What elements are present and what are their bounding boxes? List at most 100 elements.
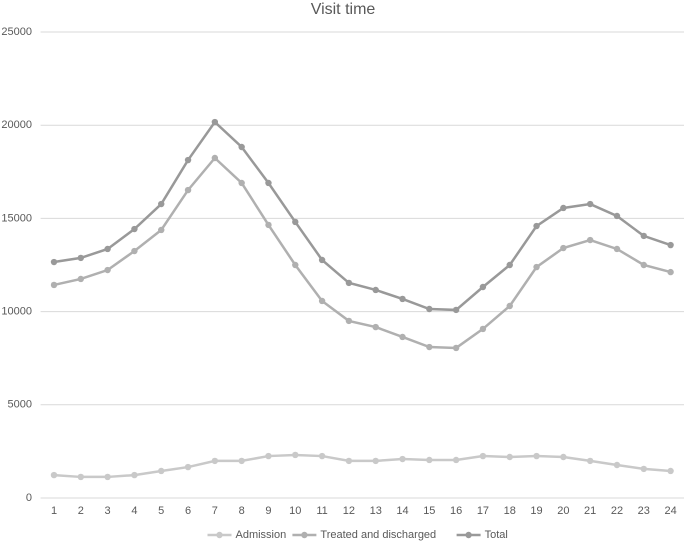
x-tick-label: 23 <box>638 505 650 517</box>
data-point <box>506 453 513 461</box>
x-tick-label: 6 <box>185 505 191 517</box>
data-point <box>667 467 674 475</box>
data-point <box>292 218 299 226</box>
data-point <box>399 295 406 303</box>
y-tick-label: 20000 <box>1 119 32 131</box>
data-point <box>265 221 272 229</box>
data-point <box>452 306 460 314</box>
data-point <box>131 225 138 233</box>
data-point <box>104 245 111 253</box>
x-tick-label: 10 <box>289 505 301 517</box>
data-point <box>640 465 647 473</box>
data-point <box>104 266 111 274</box>
legend-label: Admission <box>236 529 287 541</box>
data-point <box>586 236 594 244</box>
x-tick-label: 1 <box>51 505 57 517</box>
data-point <box>533 452 540 460</box>
y-tick-label: 10000 <box>1 306 32 318</box>
data-point <box>104 473 111 481</box>
data-point <box>131 247 138 255</box>
data-point <box>265 452 272 460</box>
data-point <box>184 186 192 194</box>
data-point <box>158 226 165 234</box>
y-tick-label: 5000 <box>8 399 32 411</box>
data-point <box>50 471 58 479</box>
data-point <box>318 452 326 460</box>
chart-title: Visit time <box>311 1 376 18</box>
data-point <box>318 297 326 305</box>
data-point <box>50 281 58 289</box>
x-tick-label: 13 <box>370 505 382 517</box>
data-point <box>345 457 353 465</box>
x-tick-label: 14 <box>396 505 408 517</box>
data-point <box>372 457 379 465</box>
x-tick-label: 11 <box>316 505 327 517</box>
x-tick-label: 17 <box>477 505 489 517</box>
data-point <box>640 232 647 240</box>
data-point <box>560 204 567 212</box>
data-point <box>586 200 594 208</box>
data-point <box>292 261 299 269</box>
data-point <box>318 256 326 264</box>
data-point <box>506 302 513 310</box>
legend-label: Treated and discharged <box>320 529 436 541</box>
data-point <box>667 241 674 249</box>
data-point <box>533 263 540 271</box>
data-point <box>560 244 567 252</box>
data-point <box>399 333 406 341</box>
x-tick-label: 9 <box>265 505 271 517</box>
data-point <box>426 305 433 313</box>
data-point <box>158 467 165 475</box>
data-point <box>211 154 219 162</box>
data-point <box>77 473 85 481</box>
data-point <box>452 344 460 352</box>
data-point <box>184 463 192 471</box>
data-point <box>372 323 379 331</box>
data-point <box>238 143 245 151</box>
data-point <box>211 457 219 465</box>
data-point <box>426 456 433 464</box>
data-point <box>399 455 406 463</box>
data-point <box>345 279 353 287</box>
x-tick-label: 19 <box>530 505 542 517</box>
data-point <box>265 179 272 187</box>
x-tick-label: 4 <box>131 505 137 517</box>
x-tick-label: 5 <box>158 505 164 517</box>
x-tick-label: 20 <box>557 505 569 517</box>
data-point <box>560 453 567 461</box>
x-tick-label: 15 <box>423 505 435 517</box>
x-tick-label: 21 <box>584 505 596 517</box>
data-point <box>640 261 647 269</box>
data-point <box>426 343 433 351</box>
data-point <box>77 254 85 262</box>
x-tick-label: 12 <box>343 505 355 517</box>
x-tick-label: 18 <box>504 505 516 517</box>
y-tick-label: 15000 <box>1 212 32 224</box>
legend-swatch-marker <box>216 531 223 539</box>
data-point <box>586 457 594 465</box>
x-tick-label: 2 <box>78 505 84 517</box>
data-point <box>613 461 621 469</box>
x-tick-label: 3 <box>105 505 111 517</box>
data-point <box>533 222 540 230</box>
data-point <box>345 317 353 325</box>
data-point <box>158 200 165 208</box>
legend-label: Total <box>485 529 508 541</box>
data-point <box>667 268 674 276</box>
data-point <box>131 471 138 479</box>
x-tick-label: 24 <box>664 505 676 517</box>
data-point <box>211 118 219 126</box>
x-tick-label: 22 <box>611 505 623 517</box>
legend-swatch-marker <box>301 531 308 539</box>
x-tick-label: 8 <box>239 505 245 517</box>
series-line <box>53 156 671 350</box>
data-point <box>613 212 621 220</box>
data-point <box>479 325 487 333</box>
series-line <box>53 120 671 312</box>
x-tick-label: 16 <box>450 505 462 517</box>
data-point <box>479 283 487 291</box>
data-point <box>238 457 245 465</box>
data-point <box>452 456 460 464</box>
x-tick-label: 7 <box>212 505 218 517</box>
